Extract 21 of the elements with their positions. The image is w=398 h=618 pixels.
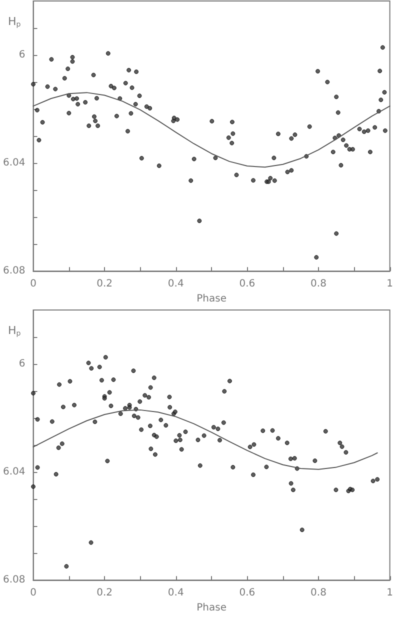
x-tick-label: 0.2 — [96, 588, 113, 599]
x-tick-label: 0.8 — [310, 588, 326, 599]
x-tick-label: 0.6 — [239, 278, 256, 290]
x-tick-label: 1 — [386, 278, 394, 290]
x-tick-label: 0.4 — [168, 278, 184, 290]
y-tick-label: 6.04 — [3, 158, 26, 169]
y-tick-label: 6.04 — [3, 466, 26, 478]
y-tick-label: 6 — [18, 50, 26, 61]
y-tick-label: 6.08 — [3, 574, 26, 586]
y-tick-label: 6.08 — [3, 266, 26, 277]
line-series — [32, 92, 390, 168]
x-tick-label: 0.8 — [310, 278, 326, 290]
x-tick-label: 0 — [30, 278, 36, 290]
x-axis-title: Phase — [196, 294, 226, 304]
x-axis-title: Phase — [196, 602, 226, 614]
x-tick-label: 1 — [386, 588, 394, 599]
x-tick-label: 0.2 — [96, 278, 113, 290]
x-tick-label: 0.4 — [168, 588, 184, 599]
x-tick-label: 0.6 — [239, 588, 256, 599]
x-tick-label: 0 — [30, 588, 36, 599]
y-tick-label: 6 — [18, 358, 26, 370]
